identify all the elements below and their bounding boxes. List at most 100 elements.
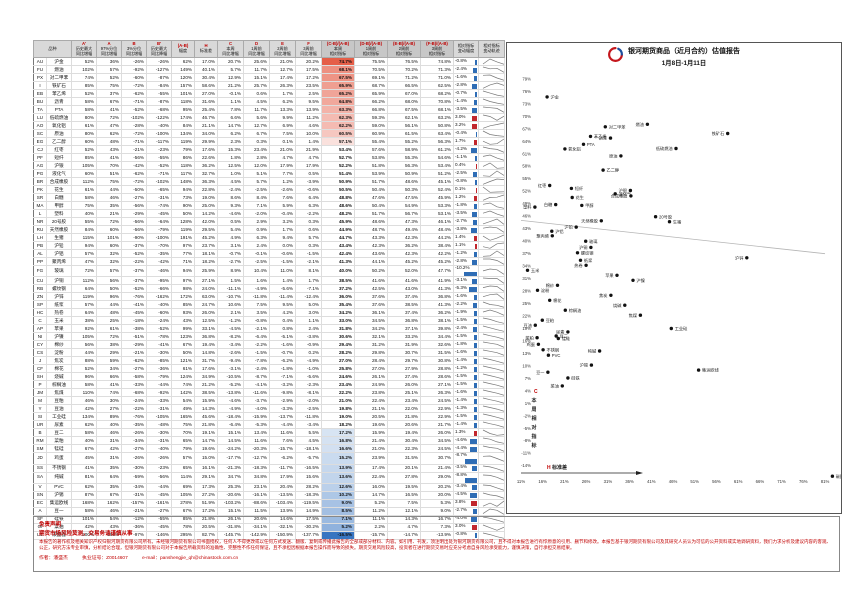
table-cell: 43.0% [387, 284, 421, 294]
table-cell: 58% [71, 380, 97, 390]
table-cell: -79% [146, 225, 172, 235]
x-tick-label: 81% [821, 479, 830, 484]
table-cell: 44% [71, 348, 97, 358]
table-cell: 0.5% [217, 217, 244, 227]
table-cell: 61.5% [387, 129, 421, 139]
table-cell: -2.5% [295, 404, 322, 414]
table-cell: -3.3% [269, 404, 296, 414]
table-cell [478, 265, 505, 278]
y-tick-label: 64% [522, 139, 531, 144]
table-cell: 44% [96, 300, 122, 310]
scatter-point [566, 376, 570, 380]
table-cell: 0.9% [243, 225, 270, 235]
scatter-point-label: 螺纹钢 [581, 249, 594, 256]
table-cell: TA [33, 105, 47, 115]
table-cell: 菜粕 [46, 436, 72, 446]
y-tick-label: -2% [523, 413, 531, 418]
y-tick-label: -11% [521, 451, 531, 456]
table-cell: -2.1% [243, 324, 270, 334]
scatter-point [629, 194, 633, 198]
y-tick-label: 1% [525, 401, 531, 406]
col-header: A 97%分位 同比增幅 [96, 39, 122, 59]
table-cell: 17.2% [321, 428, 355, 438]
table-cell: 5.3% [420, 498, 454, 508]
scatter-point [554, 202, 558, 207]
x-tick-label: 11% [517, 479, 525, 484]
table-cell: -27% [146, 506, 172, 516]
table-cell: -0.7% [217, 249, 244, 259]
table-cell: -11.7% [269, 463, 296, 473]
table-cell: M [33, 396, 47, 406]
table-cell: EB [33, 89, 47, 99]
table-row: SI 工业硅 134% 89% -76% -105% 165% 45.6% -18.4% -15.… [33, 412, 505, 422]
table-cell: 124% [171, 372, 195, 382]
table-cell: 77% [171, 249, 195, 259]
table-cell: RM [33, 436, 47, 446]
table-cell: -70% [146, 241, 172, 251]
table-cell: 40% [71, 436, 97, 446]
table-cell: -2.9% [269, 396, 296, 406]
scatter-point [569, 186, 574, 191]
table-cell: AO [33, 121, 47, 131]
x-axis-arrow-icon [636, 471, 643, 475]
table-cell: 112% [71, 276, 97, 286]
table-cell: 21.2% [217, 81, 244, 91]
table-cell: 23.8% [354, 388, 388, 398]
table-cell: 55.3% [387, 153, 421, 163]
table-cell [478, 233, 505, 243]
table-cell: -15.9% [243, 412, 270, 422]
table-cell: 6.2% [269, 97, 296, 107]
table-cell: 34.7% [217, 471, 244, 484]
table-cell: 36.0% [321, 292, 355, 302]
table-cell: 41.3% [321, 257, 355, 267]
table-cell: 15.0% [194, 452, 218, 465]
table-cell: 56.3% [420, 137, 454, 147]
table-cell: SA [33, 471, 47, 484]
table-cell [478, 129, 505, 139]
table-cell: -26% [121, 452, 147, 465]
table-cell: -100% [146, 233, 172, 243]
table-cell: 5.1% [243, 169, 270, 179]
table-cell: -4.9% [243, 284, 270, 294]
table-cell: 0.5% [295, 169, 322, 179]
table-cell: 38.5% [194, 388, 218, 398]
table-cell: 3.0% [453, 113, 479, 123]
table-cell: 64.8% [321, 97, 355, 107]
table-cell: 60% [71, 137, 97, 147]
table-row: PF 短纤 85% 41% -56% -55% 86% 22.6% 1.8% 2.8% 4.7% 4.… [33, 153, 505, 163]
table-cell: 26.3% [420, 388, 454, 398]
table-cell: 1.7% [453, 137, 479, 147]
scatter-point [570, 195, 574, 200]
table-cell: 9.4% [269, 233, 296, 243]
table-cell: -4.5% [453, 490, 479, 500]
scatter-point [608, 136, 613, 140]
table-cell: 17.3% [194, 482, 218, 492]
table-cell: -161% [146, 498, 172, 508]
table-cell [478, 201, 505, 211]
table-cell: 合成橡胶 [46, 177, 72, 187]
table-cell [478, 340, 505, 350]
table-cell: 30% [96, 396, 122, 406]
table-cell: 92% [71, 324, 97, 334]
table-cell: -1.6% [269, 340, 296, 350]
table-cell: 31.5% [420, 348, 454, 358]
table-cell: 8.1% [295, 265, 322, 278]
table-cell: 苹果 [46, 324, 72, 334]
table-cell: -3.9% [295, 177, 322, 187]
table-cell: 57% [171, 452, 195, 465]
table-cell: 28.2% [295, 482, 322, 492]
table-cell: -68% [146, 105, 172, 115]
table-cell: 47.7% [420, 265, 454, 278]
table-cell: I [33, 81, 47, 91]
table-cell: 64% [71, 284, 97, 294]
table-cell: -92% [146, 388, 172, 398]
table-cell: 80% [71, 129, 97, 139]
table-cell [478, 482, 505, 492]
scatter-point-label: 沪金 [551, 94, 560, 101]
scatter-point-label: 沪镍 [636, 277, 644, 284]
table-cell: -23% [146, 145, 172, 155]
table-cell: -1.9% [453, 308, 479, 318]
table-cell: 72% [96, 113, 122, 123]
scatter-point [599, 219, 603, 223]
